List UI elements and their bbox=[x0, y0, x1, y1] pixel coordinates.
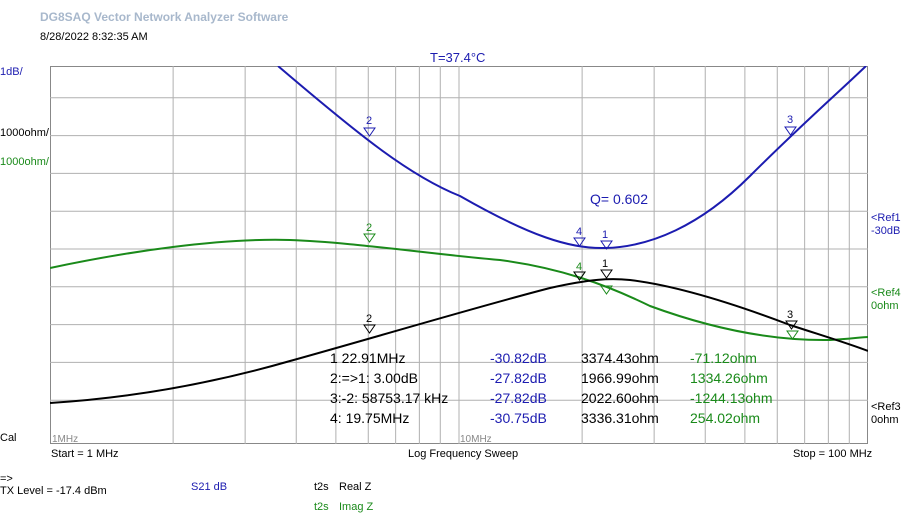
plot-area[interactable]: 2 3 4 1 2 4 1 2 3 Q= 0.602 1MHz 10MHz bbox=[50, 66, 868, 444]
imagz-scale-label[interactable]: 1000ohm/ bbox=[0, 156, 49, 168]
marker-2-s21[interactable]: 2 bbox=[363, 115, 376, 137]
svg-text:2: 2 bbox=[366, 115, 372, 127]
ref4-name: <Ref4 bbox=[871, 287, 901, 299]
svg-text:2: 2 bbox=[366, 222, 372, 234]
ref3-value: 0ohm bbox=[871, 414, 899, 426]
status-arrow: => bbox=[0, 473, 13, 485]
ref3-label[interactable]: <Ref3 0ohm bbox=[871, 401, 901, 427]
trace3-mode[interactable]: Imag Z bbox=[339, 501, 374, 513]
tx-level[interactable]: TX Level = -17.4 dBm bbox=[0, 485, 107, 497]
marker-2-imagz[interactable]: 2 bbox=[363, 222, 376, 243]
start-frequency[interactable]: Start = 1 MHz bbox=[51, 448, 119, 460]
marker-1-s21[interactable]: 1 bbox=[600, 229, 613, 250]
traces bbox=[50, 66, 868, 404]
imagz-trace bbox=[50, 238, 868, 342]
svg-text:3: 3 bbox=[787, 309, 793, 321]
marker-1-s21: -30.82dB bbox=[490, 350, 547, 366]
marker-2-imagz: 1334.26ohm bbox=[690, 370, 768, 386]
realz-trace bbox=[50, 278, 868, 404]
s21-scale-label[interactable]: 1dB/ bbox=[0, 66, 23, 78]
cal-label[interactable]: Cal bbox=[0, 432, 17, 444]
grid bbox=[50, 66, 868, 444]
realz-scale-label[interactable]: 1000ohm/ bbox=[0, 127, 49, 139]
stop-frequency[interactable]: Stop = 100 MHz bbox=[793, 448, 873, 460]
timestamp: 8/28/2022 8:32:35 AM bbox=[40, 31, 148, 43]
marker-2-realz[interactable]: 2 bbox=[363, 313, 376, 334]
marker-4-realz: 3336.31ohm bbox=[581, 410, 659, 426]
sweep-mode[interactable]: Log Frequency Sweep bbox=[408, 448, 519, 460]
q-factor-label: Q= 0.602 bbox=[590, 191, 648, 207]
marker-glyphs: 2 3 4 1 2 4 1 2 3 bbox=[363, 114, 799, 340]
marker-2-s21: -27.82dB bbox=[490, 370, 547, 386]
marker-1-realz[interactable]: 1 bbox=[600, 258, 613, 279]
trace2-prefix: t2s bbox=[314, 481, 329, 493]
marker-3-s21[interactable]: 3 bbox=[784, 114, 797, 136]
temperature-readout: T=37.4°C bbox=[430, 50, 486, 65]
trace1-mode[interactable]: S21 dB bbox=[191, 481, 228, 493]
s21-trace bbox=[277, 66, 867, 250]
trace3-prefix: t2s bbox=[314, 501, 329, 513]
tick-1mhz: 1MHz bbox=[52, 434, 78, 444]
ref4-label[interactable]: <Ref4 0ohm bbox=[871, 287, 901, 313]
ref1-value: -30dB bbox=[871, 225, 901, 237]
ref1-label[interactable]: <Ref1 -30dB bbox=[871, 212, 901, 238]
marker-1-label: 1 22.91MHz bbox=[330, 350, 406, 366]
svg-text:4: 4 bbox=[576, 261, 582, 273]
tick-10mhz: 10MHz bbox=[460, 434, 492, 444]
marker-3-label: 3:-2: 58753.17 kHz bbox=[330, 390, 449, 406]
svg-text:1: 1 bbox=[602, 229, 608, 241]
app-title: DG8SAQ Vector Network Analyzer Software bbox=[40, 10, 289, 24]
marker-3-s21: -27.82dB bbox=[490, 390, 547, 406]
svg-text:1: 1 bbox=[602, 258, 608, 270]
marker-4-s21[interactable]: 4 bbox=[573, 226, 586, 247]
marker-1-imagz[interactable] bbox=[600, 285, 613, 295]
marker-3-realz: 2022.60ohm bbox=[581, 390, 659, 406]
trace2-mode[interactable]: Real Z bbox=[339, 481, 372, 493]
marker-4-label: 4: 19.75MHz bbox=[330, 410, 410, 426]
marker-2-realz: 1966.99ohm bbox=[581, 370, 659, 386]
marker-3-imagz[interactable] bbox=[786, 330, 799, 340]
ref1-name: <Ref1 bbox=[871, 212, 901, 224]
marker-4-realz[interactable] bbox=[573, 271, 586, 281]
marker-3-imagz: -1244.13ohm bbox=[690, 390, 773, 406]
svg-text:2: 2 bbox=[366, 313, 372, 325]
marker-4-s21: -30.75dB bbox=[490, 410, 547, 426]
svg-text:4: 4 bbox=[576, 226, 582, 238]
svg-text:3: 3 bbox=[787, 114, 793, 126]
marker-2-label: 2:=>1: 3.00dB bbox=[330, 370, 418, 386]
marker-1-realz: 3374.43ohm bbox=[581, 350, 659, 366]
marker-4-imagz: 254.02ohm bbox=[690, 410, 761, 426]
marker-3-realz[interactable]: 3 bbox=[785, 309, 798, 330]
ref3-name: <Ref3 bbox=[871, 401, 901, 413]
ref4-value: 0ohm bbox=[871, 300, 899, 312]
marker-1-imagz: -71.12ohm bbox=[690, 350, 757, 366]
